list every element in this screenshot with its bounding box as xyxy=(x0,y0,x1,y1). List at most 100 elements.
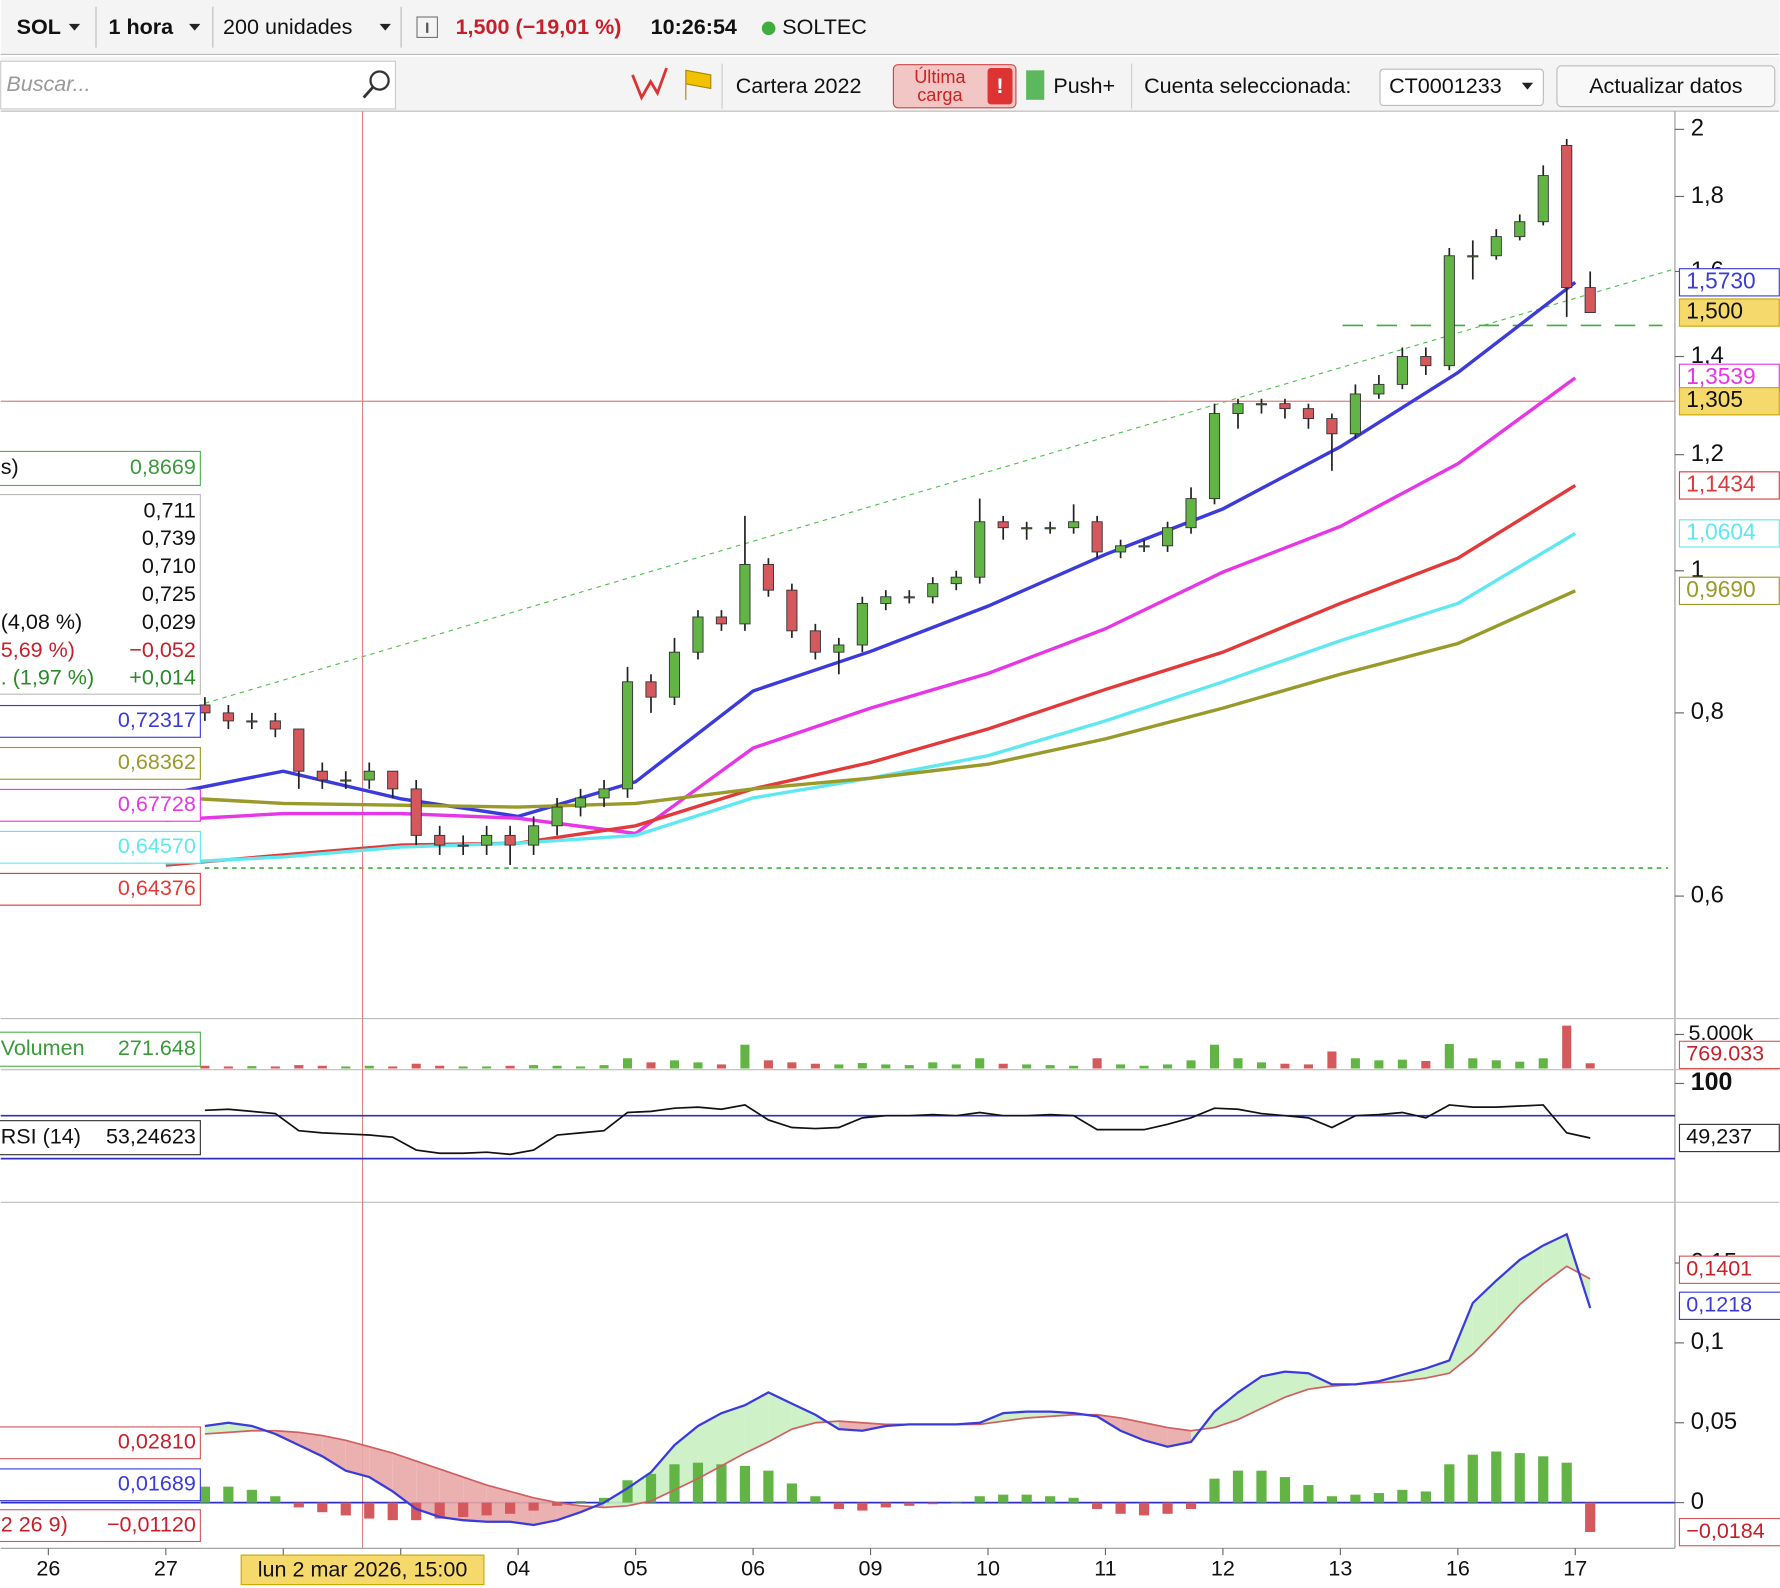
candle-body xyxy=(1162,527,1174,547)
volume-bar xyxy=(1209,1044,1220,1069)
draw-icon[interactable] xyxy=(631,67,668,101)
x-tick-label: 09 xyxy=(859,1556,883,1581)
units[interactable]: 200 unidades xyxy=(223,14,352,39)
volume-bar xyxy=(1186,1060,1196,1069)
interval[interactable]: 1 hora xyxy=(108,14,174,39)
portfolio[interactable]: Cartera 2022 xyxy=(736,73,862,98)
macd-histogram-bar xyxy=(293,1502,304,1508)
macd-line xyxy=(204,1232,1592,1527)
x-tick-label: 16 xyxy=(1446,1556,1470,1581)
macd-histogram-bar xyxy=(340,1502,351,1516)
candle-body xyxy=(316,770,328,781)
volume-bar xyxy=(928,1062,938,1069)
info-row-value: 0,725 xyxy=(142,581,196,606)
volume-bar xyxy=(622,1058,633,1069)
volume-bar xyxy=(810,1063,820,1069)
volume-bar xyxy=(1585,1063,1595,1069)
y-tick-label: 0,05 xyxy=(1691,1408,1737,1435)
macd-histogram-bar xyxy=(1279,1477,1291,1503)
account-select[interactable] xyxy=(1379,68,1544,107)
macd-left-label: 0,02810 xyxy=(118,1428,196,1453)
candle-body xyxy=(880,596,892,604)
refresh-button[interactable] xyxy=(1556,65,1776,108)
macd-left-box xyxy=(0,1509,201,1543)
moving-average xyxy=(165,589,1576,809)
info-icon[interactable] xyxy=(416,16,438,38)
symbol[interactable]: SOL xyxy=(17,14,61,39)
search-icon[interactable] xyxy=(369,70,390,91)
macd-fill xyxy=(627,1472,652,1506)
candle-body xyxy=(528,825,540,846)
macd-histogram-bar xyxy=(364,1502,375,1519)
candle-body xyxy=(927,583,939,598)
symbol-select[interactable]: SOL xyxy=(17,14,81,39)
candle-body xyxy=(434,834,446,846)
units-select[interactable]: 200 unidades xyxy=(223,14,391,39)
candle-body xyxy=(1302,408,1314,420)
value-label: 0,1218 xyxy=(1686,1291,1752,1316)
status-dot xyxy=(761,21,776,36)
volume-bar xyxy=(669,1060,680,1069)
toolbar-top: SOL 1 hora 200 unidades 1,500 (−19,01 %)… xyxy=(0,0,1780,56)
caret xyxy=(68,23,81,31)
value-label: 769.033 xyxy=(1686,1041,1764,1066)
push[interactable]: Push+ xyxy=(1053,73,1115,98)
volume-bar xyxy=(904,1065,914,1069)
macd-histogram-bar xyxy=(1092,1502,1103,1510)
info-title: s) xyxy=(1,454,19,479)
macd-histogram-bar xyxy=(1303,1485,1314,1503)
value-label: 0,1401 xyxy=(1686,1255,1752,1280)
macd-fill xyxy=(1519,1245,1544,1305)
toolbar-bg xyxy=(0,0,1780,55)
volume-label-box xyxy=(0,1031,201,1067)
macd-fill xyxy=(416,1461,440,1517)
candle-body xyxy=(340,779,352,782)
volume-bar xyxy=(1045,1065,1055,1069)
macd-histogram-bar xyxy=(223,1486,234,1503)
info-row-value: −0,052 xyxy=(129,637,196,662)
volume-bar xyxy=(975,1058,985,1069)
volume-bar xyxy=(294,1065,304,1069)
macd-histogram-bar xyxy=(1256,1470,1267,1503)
last-load-button[interactable] xyxy=(892,64,1017,109)
volume-bar xyxy=(1350,1058,1360,1069)
candle-body xyxy=(598,788,610,799)
moving-average xyxy=(165,376,1577,836)
info-row-label: 5,69 %) xyxy=(1,637,75,662)
info-row-value: 0,029 xyxy=(142,609,196,634)
macd-histogram-bar xyxy=(1068,1497,1079,1503)
candle-body xyxy=(1208,413,1221,500)
macd-histogram-bar xyxy=(739,1465,751,1503)
volume-label: Volumen xyxy=(1,1035,85,1060)
volume-bar xyxy=(834,1064,844,1069)
macd-fill xyxy=(1167,1427,1192,1447)
macd-histogram-bar xyxy=(1514,1453,1525,1503)
macd-histogram-bar xyxy=(669,1464,680,1503)
y-tick-label: 1,8 xyxy=(1691,182,1724,209)
volume-bar xyxy=(1163,1064,1173,1069)
search-icon-handle xyxy=(362,86,374,99)
interval-select[interactable]: 1 hora xyxy=(108,14,201,39)
flag-icon[interactable] xyxy=(685,69,712,100)
chart-layer: 21,81,61,41,210,80,6 xyxy=(0,111,1724,1556)
macd-histogram-bar xyxy=(951,1502,962,1504)
volume-bar xyxy=(317,1065,327,1069)
macd-histogram-bar xyxy=(575,1501,586,1503)
caret xyxy=(1521,82,1534,90)
account-label: Cuenta seleccionada: xyxy=(1144,73,1351,98)
candle-body xyxy=(786,589,798,632)
macd-histogram-bar xyxy=(1585,1502,1596,1533)
ma-left-box xyxy=(0,746,201,780)
macd-histogram-bar xyxy=(763,1470,774,1503)
info-row-value: 0,710 xyxy=(142,553,196,578)
macd-fill xyxy=(791,1403,816,1430)
value-box xyxy=(1678,1517,1780,1547)
search-box[interactable] xyxy=(0,60,397,110)
crosshair-date: lun 2 mar 2026, 15:00 xyxy=(258,1557,468,1582)
volume-bar xyxy=(1233,1058,1243,1069)
value-label: 1,0604 xyxy=(1686,518,1755,544)
macd-histogram-bar xyxy=(1138,1502,1150,1516)
ma-left-label: 0,68362 xyxy=(118,749,196,774)
info-title-value: 0,8669 xyxy=(130,454,196,479)
macd-fill xyxy=(768,1392,792,1442)
